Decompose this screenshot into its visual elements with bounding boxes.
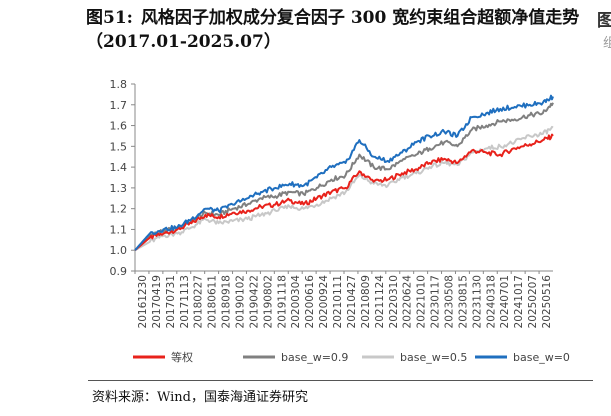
y-tick-label: 1.3 [110,182,128,195]
x-tick-label: 20230508 [444,275,456,328]
x-tick-label: 20211124 [374,275,386,329]
x-tick-label: 20200924 [318,275,330,329]
legend-label: base_w=0 [513,351,570,364]
figure-number: 图51: [86,8,133,28]
x-tick-label: 20210111 [332,275,344,328]
x-tick-label: 20170731 [165,275,177,328]
legend-label: 等权 [171,350,193,364]
y-tick-label: 1.4 [110,161,128,174]
x-tick-label: 20220624 [402,275,414,329]
x-tick-label: 20230815 [457,275,469,328]
legend-label: base_w=0.9 [281,351,348,364]
x-tick-label: 20210427 [346,275,358,328]
x-tick-label: 20250207 [527,275,539,328]
x-tick-label: 20171113 [179,275,191,328]
x-tick-label: 20241017 [513,275,525,328]
chart-legend: 等权 base_w=0.9 base_w=0.5 base_w=0 [133,350,570,364]
series-line [134,102,554,251]
x-tick-label: 20190102 [235,275,247,328]
series-line [134,94,554,251]
x-tick-label: 20180227 [193,275,205,328]
y-tick-label: 1.8 [110,78,128,91]
x-tick-label: 20220310 [388,275,400,328]
y-tick-label: 0.9 [110,265,128,278]
y-tick-label: 1.5 [110,140,128,153]
x-tick-label: 20180611 [207,275,219,328]
series-line [134,133,554,251]
x-tick-label: 20221010 [416,275,428,328]
x-tick-label: 20210809 [360,275,372,328]
y-tick-label: 1.0 [110,244,128,257]
x-tick-label: 20200304 [290,275,302,329]
source-note: 资料来源：Wind，国泰海通证券研究 [92,390,308,405]
x-tick-label: 20190422 [248,275,260,328]
figure-title: 图51: 风格因子加权成分复合因子 300 宽约束组合超额净值走势（2017.01… [86,6,606,54]
figure-title-text: 风格因子加权成分复合因子 300 宽约束组合超额净值走势（2017.01-202… [86,8,580,52]
y-tick-label: 1.1 [110,223,128,236]
x-tick-label: 20190802 [262,275,274,328]
x-tick-label: 20161230 [137,275,149,328]
chart-lines [134,94,554,252]
x-tick-label: 20200616 [304,275,316,329]
x-tick-label: 20250516 [541,275,553,329]
x-tick-label: 20240318 [485,275,497,328]
source-divider [88,380,593,381]
series-line [134,125,554,252]
adjacent-column-edge: 图 [597,11,611,31]
x-tick-label: 20240701 [499,275,511,328]
x-tick-label: 20191118 [276,275,288,328]
adjacent-column-edge: 组 [603,36,611,51]
x-tick-label: 20231130 [471,275,483,328]
y-tick-label: 1.6 [110,120,128,133]
x-tick-label: 20230117 [430,275,442,328]
legend-label: base_w=0.5 [400,351,467,364]
x-tick-label: 20180918 [221,275,233,328]
y-tick-label: 1.7 [110,99,128,112]
x-tick-label: 20170419 [151,275,163,328]
y-tick-label: 1.2 [110,203,128,216]
